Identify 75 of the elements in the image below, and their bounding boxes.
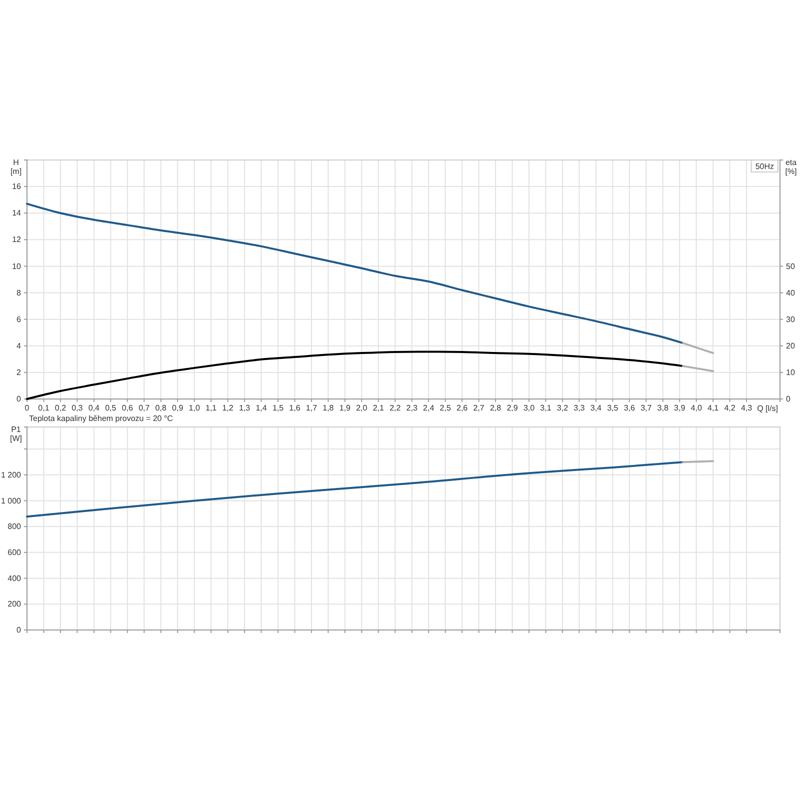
x-tick-label: 3,3 — [574, 404, 586, 413]
y-tick-label: 1 200 — [0, 470, 22, 480]
x-tick-label: 0,8 — [155, 404, 167, 413]
x-tick-label: 1,9 — [339, 404, 352, 413]
x-tick-label: 0,9 — [172, 404, 184, 413]
x-tick-label: 2,2 — [390, 404, 402, 413]
x-tick-label: 1,7 — [306, 404, 318, 413]
x-tick-label: 1,1 — [206, 404, 218, 413]
x-tick-label: 2,4 — [423, 404, 435, 413]
y-tick-label: 0 — [16, 626, 22, 635]
y-tick-label: 200 — [8, 600, 22, 609]
x-tick-label: 2,5 — [440, 404, 452, 413]
y-axis-title: H [m] — [10, 158, 22, 176]
y2-tick-label: 40 — [786, 288, 796, 298]
y2-tick-label: 10 — [786, 368, 796, 378]
x-tick-label: 1,2 — [222, 404, 234, 413]
x-tick-label: 3,8 — [657, 404, 669, 413]
y-tick-label: 800 — [8, 522, 22, 532]
y-tick-label: 2 — [16, 368, 22, 378]
y-tick-label: 10 — [12, 262, 22, 271]
x-tick-label: 4,1 — [708, 404, 720, 413]
x-tick-label: 3,2 — [556, 404, 569, 413]
y2-tick-label: 30 — [786, 314, 796, 324]
line-series — [26, 461, 684, 518]
x-tick-label: 1,0 — [188, 404, 200, 413]
x-tick-label: 2,7 — [473, 404, 485, 413]
x-tick-label: 0,5 — [105, 404, 117, 413]
y-tick-label: 400 — [8, 574, 22, 583]
x-tick-label: 4,2 — [724, 404, 736, 413]
x-tick-label: 0,3 — [72, 404, 84, 413]
y2-tick-label: 50 — [786, 262, 796, 271]
x-tick-label: 2,8 — [490, 404, 502, 413]
x-tick-label: 1,4 — [256, 404, 268, 413]
x-tick-label: 3,4 — [590, 404, 602, 413]
x-tick-label: 0,1 — [38, 404, 50, 413]
line-series — [26, 350, 684, 400]
x-tick-label: 3,7 — [640, 404, 652, 413]
y-tick-label: 14 — [12, 208, 22, 218]
x-tick-label: 2,1 — [372, 404, 385, 413]
x-tick-label: 3,5 — [607, 404, 619, 413]
x-tick-label: 1,8 — [322, 404, 334, 413]
line-series — [26, 202, 684, 344]
x-tick-label: 4,0 — [690, 404, 702, 413]
x-tick-label: 0 — [24, 404, 30, 413]
x-tick-label: 3,0 — [523, 404, 536, 413]
x-tick-label: 0,2 — [54, 404, 67, 413]
x-tick-label: 2,6 — [456, 404, 468, 413]
x-tick-label: 2,0 — [356, 404, 368, 413]
y-tick-label: 12 — [12, 235, 22, 244]
y2-axis-title: eta [%] — [785, 158, 798, 176]
x-tick-label: 3,9 — [674, 404, 686, 413]
y-tick-label: 600 — [8, 548, 22, 557]
text: Teplota kapaliny během provozu = 20 °C — [29, 414, 174, 423]
x-axis-title: Q [l/s] — [757, 404, 778, 413]
x-tick-label: 1,6 — [289, 404, 301, 413]
x-tick-label: 0,4 — [88, 404, 100, 413]
x-tick-label: 4,3 — [740, 404, 753, 413]
y-axis-title: P1 [W] — [10, 425, 22, 443]
y-tick-label: 1 000 — [0, 496, 22, 506]
x-tick-label: 2,3 — [406, 404, 418, 413]
x-tick-label: 0,6 — [122, 404, 134, 413]
x-tick-label: 2,9 — [506, 404, 518, 413]
y-tick-label: 8 — [16, 288, 22, 298]
x-tick-label: 3,1 — [540, 404, 552, 413]
x-tick-label: 0,7 — [138, 404, 150, 413]
y2-tick-label: 20 — [786, 341, 796, 350]
y-tick-label: 0 — [16, 394, 22, 404]
y-tick-label: 4 — [16, 341, 22, 350]
y-tick-label: 16 — [12, 182, 22, 192]
y-tick-label: 6 — [16, 314, 22, 324]
x-tick-label: 1,5 — [272, 404, 284, 413]
y2-tick-label: 0 — [786, 394, 791, 404]
x-tick-label: 3,6 — [624, 404, 636, 413]
x-tick-label: 1,3 — [238, 404, 251, 413]
annotation: 50Hz — [755, 162, 774, 171]
